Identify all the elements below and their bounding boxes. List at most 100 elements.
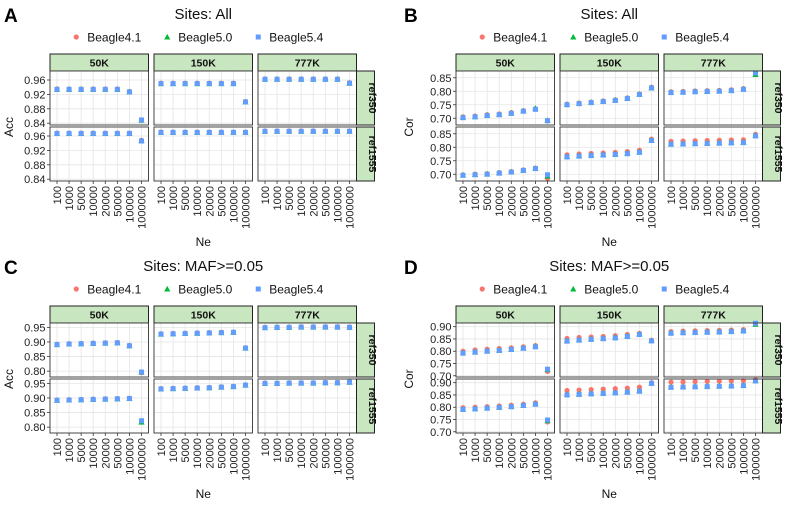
point-beagle5.4 bbox=[322, 324, 328, 330]
point-beagle5.4 bbox=[114, 340, 120, 346]
y-tick-label: 0.75 bbox=[430, 415, 451, 427]
panel-border bbox=[559, 70, 659, 126]
y-tick-label: 0.95 bbox=[24, 322, 45, 334]
x-tick-label: 50000 bbox=[726, 438, 738, 469]
point-beagle5.4 bbox=[78, 341, 84, 347]
point-beagle5.4 bbox=[274, 324, 280, 330]
y-tick-label: 0.85 bbox=[24, 408, 45, 420]
panel-border bbox=[49, 70, 149, 126]
point-beagle4.1 bbox=[716, 378, 722, 384]
facet-label-777k: 777K bbox=[295, 58, 321, 70]
point-beagle5.4 bbox=[114, 130, 120, 136]
point-beagle5.4 bbox=[472, 349, 478, 355]
x-tick-label: 20000 bbox=[100, 438, 112, 469]
x-tick-label: 50000 bbox=[112, 438, 124, 469]
y-axis-label: Acc bbox=[2, 369, 16, 389]
point-beagle5.4 bbox=[182, 81, 188, 87]
point-beagle5.4 bbox=[298, 76, 304, 82]
point-beagle5.4 bbox=[588, 336, 594, 342]
legend-marker-beagle5.0 bbox=[570, 285, 577, 292]
point-beagle5.4 bbox=[310, 76, 316, 82]
y-tick-label: 0.92 bbox=[24, 145, 45, 157]
x-tick-label: 1000000 bbox=[241, 186, 253, 229]
panel-border bbox=[49, 126, 149, 182]
x-tick-label: 100000 bbox=[332, 186, 344, 223]
point-beagle5.4 bbox=[102, 86, 108, 92]
panel-background bbox=[456, 379, 555, 433]
point-beagle5.4 bbox=[194, 385, 200, 391]
point-beagle5.4 bbox=[496, 112, 502, 118]
panel-background bbox=[456, 71, 555, 125]
panel-background bbox=[154, 379, 253, 433]
x-tick-label: 100 bbox=[458, 438, 470, 456]
facet-label-ref1555: ref1555 bbox=[366, 136, 378, 173]
point-beagle5.4 bbox=[78, 86, 84, 92]
x-tick-label: 1000 bbox=[470, 438, 482, 462]
point-beagle5.4 bbox=[102, 340, 108, 346]
x-tick-label: 1000000 bbox=[345, 438, 357, 481]
point-beagle5.4 bbox=[564, 392, 570, 398]
point-beagle5.4 bbox=[728, 88, 734, 94]
point-beagle5.4 bbox=[753, 378, 758, 384]
x-tick-label: 20000 bbox=[308, 186, 320, 217]
point-beagle5.4 bbox=[704, 89, 710, 95]
x-tick-label: 10000 bbox=[494, 186, 506, 217]
point-beagle5.4 bbox=[532, 401, 538, 407]
y-tick-label: 0.75 bbox=[430, 156, 451, 168]
point-beagle5.4 bbox=[90, 130, 96, 136]
x-tick-label: 5000 bbox=[180, 186, 192, 210]
panel-background bbox=[560, 71, 659, 125]
facet-label-50k: 50K bbox=[90, 58, 110, 70]
point-beagle5.4 bbox=[158, 129, 164, 135]
point-beagle5.4 bbox=[753, 70, 758, 76]
x-tick-label: 100000 bbox=[738, 186, 750, 223]
x-tick-label: 10000 bbox=[598, 186, 610, 217]
x-tick-label: 20000 bbox=[714, 438, 726, 469]
x-tick-label: 10000 bbox=[192, 438, 204, 469]
point-beagle5.4 bbox=[564, 338, 570, 344]
x-tick-label: 50000 bbox=[726, 186, 738, 217]
point-beagle5.4 bbox=[668, 330, 674, 336]
point-beagle5.4 bbox=[139, 418, 144, 424]
y-tick-label: 0.96 bbox=[24, 131, 45, 143]
point-beagle5.4 bbox=[716, 88, 722, 94]
y-tick-label: 0.88 bbox=[24, 160, 45, 172]
y-tick-label: 0.80 bbox=[430, 346, 451, 358]
x-tick-label: 5000 bbox=[284, 438, 296, 462]
point-beagle5.4 bbox=[508, 110, 514, 116]
x-axis-label: Ne bbox=[602, 487, 618, 501]
x-tick-label: 5000 bbox=[586, 186, 598, 210]
panel-background bbox=[456, 127, 555, 181]
point-beagle5.4 bbox=[54, 86, 60, 92]
point-beagle5.4 bbox=[218, 129, 224, 135]
x-tick-label: 100 bbox=[260, 438, 272, 456]
point-beagle5.4 bbox=[322, 380, 328, 386]
y-tick-label: 0.95 bbox=[24, 378, 45, 390]
point-beagle5.4 bbox=[636, 149, 642, 155]
legend-marker-beagle4.1 bbox=[73, 286, 79, 292]
chart-title: Sites: All bbox=[580, 6, 638, 23]
x-tick-label: 1000000 bbox=[543, 438, 555, 481]
panel-letter: A bbox=[4, 6, 18, 27]
panel-background bbox=[664, 71, 763, 125]
point-beagle5.4 bbox=[740, 383, 746, 389]
point-beagle5.4 bbox=[545, 417, 550, 423]
panel-border bbox=[559, 378, 659, 434]
x-tick-label: 100 bbox=[562, 186, 574, 204]
point-beagle5.4 bbox=[334, 380, 340, 386]
point-beagle5.4 bbox=[624, 389, 630, 395]
point-beagle5.4 bbox=[668, 141, 674, 147]
y-tick-label: 0.70 bbox=[430, 427, 451, 439]
point-beagle4.1 bbox=[636, 384, 643, 390]
facet-label-777k: 777K bbox=[701, 310, 727, 322]
point-beagle5.4 bbox=[716, 329, 722, 335]
point-beagle5.4 bbox=[692, 330, 698, 336]
y-axis-label: Acc bbox=[2, 117, 16, 137]
point-beagle5.4 bbox=[334, 76, 340, 82]
x-tick-label: 1000 bbox=[678, 186, 690, 210]
point-beagle5.4 bbox=[262, 128, 268, 134]
y-tick-label: 0.90 bbox=[430, 378, 451, 390]
panel-border bbox=[49, 322, 149, 378]
